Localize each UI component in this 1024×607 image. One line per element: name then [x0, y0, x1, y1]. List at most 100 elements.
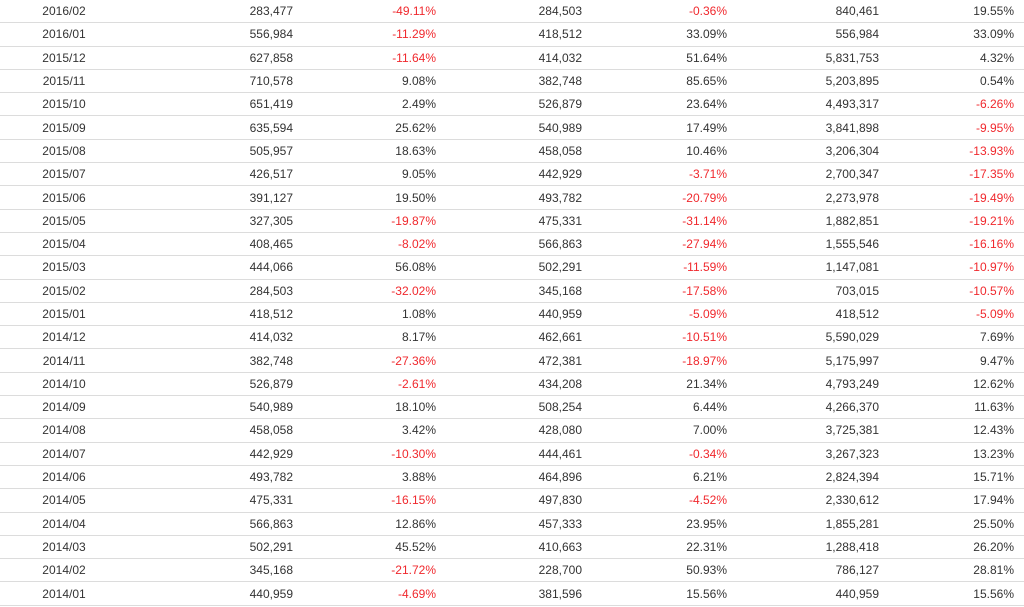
value-b-cell: 540,989 [446, 115, 592, 140]
change-a-cell: 19.50% [303, 185, 446, 210]
cumulative-cell: 1,882,851 [737, 209, 889, 233]
cumulative-change-cell: -5.09% [889, 302, 1024, 327]
change-a-cell: 12.86% [303, 512, 446, 536]
month-cell: 2014/09 [0, 395, 128, 420]
change-a-cell: 56.08% [303, 255, 446, 280]
change-b-cell: 22.31% [592, 535, 737, 560]
month-cell: 2016/01 [0, 22, 128, 47]
cumulative-cell: 3,841,898 [737, 115, 889, 140]
value-a-cell: 493,782 [128, 465, 303, 490]
table-row: 2015/12 627,858 -11.64% 414,032 51.64% 5,831,… [0, 46, 1024, 70]
value-a-cell: 566,863 [128, 512, 303, 536]
value-a-cell: 426,517 [128, 162, 303, 187]
value-b-cell: 472,381 [446, 348, 592, 373]
value-b-cell: 526,879 [446, 92, 592, 117]
cumulative-change-cell: 26.20% [889, 535, 1024, 560]
value-a-cell: 418,512 [128, 302, 303, 327]
value-b-cell: 381,596 [446, 581, 592, 606]
month-cell: 2014/07 [0, 442, 128, 466]
change-a-cell: 18.63% [303, 139, 446, 164]
value-a-cell: 556,984 [128, 22, 303, 47]
change-b-cell: 15.56% [592, 581, 737, 606]
change-a-cell: -4.69% [303, 581, 446, 606]
table-row: 2014/02 345,168 -21.72% 228,700 50.93% 786,12… [0, 558, 1024, 583]
month-cell: 2015/12 [0, 46, 128, 70]
cumulative-change-cell: 17.94% [889, 488, 1024, 513]
table-row: 2016/02 283,477 -49.11% 284,503 -0.36% 840,46… [0, 0, 1024, 24]
value-b-cell: 464,896 [446, 465, 592, 490]
table-row: 2015/08 505,957 18.63% 458,058 10.46% 3,206,3… [0, 139, 1024, 164]
change-a-cell: 1.08% [303, 302, 446, 327]
change-b-cell: 6.21% [592, 465, 737, 490]
cumulative-cell: 3,206,304 [737, 139, 889, 164]
value-b-cell: 462,661 [446, 325, 592, 350]
cumulative-cell: 703,015 [737, 279, 889, 303]
value-b-cell: 434,208 [446, 372, 592, 397]
table-row: 2014/09 540,989 18.10% 508,254 6.44% 4,266,37… [0, 395, 1024, 420]
change-a-cell: -19.87% [303, 209, 446, 233]
cumulative-change-cell: 0.54% [889, 69, 1024, 94]
value-a-cell: 475,331 [128, 488, 303, 513]
month-cell: 2015/08 [0, 139, 128, 164]
cumulative-cell: 2,273,978 [737, 185, 889, 210]
cumulative-change-cell: -10.57% [889, 279, 1024, 303]
cumulative-change-cell: 11.63% [889, 395, 1024, 420]
cumulative-cell: 2,700,347 [737, 162, 889, 187]
value-b-cell: 414,032 [446, 46, 592, 70]
month-cell: 2014/06 [0, 465, 128, 490]
table-row: 2015/06 391,127 19.50% 493,782 -20.79% 2,273,… [0, 185, 1024, 210]
value-a-cell: 284,503 [128, 279, 303, 303]
table-row: 2015/10 651,419 2.49% 526,879 23.64% 4,493,31… [0, 92, 1024, 117]
value-a-cell: 408,465 [128, 232, 303, 257]
month-cell: 2015/09 [0, 115, 128, 140]
change-a-cell: 18.10% [303, 395, 446, 420]
change-a-cell: -27.36% [303, 348, 446, 373]
value-a-cell: 458,058 [128, 418, 303, 443]
change-a-cell: 9.08% [303, 69, 446, 94]
value-b-cell: 284,503 [446, 0, 592, 24]
cumulative-change-cell: -17.35% [889, 162, 1024, 187]
value-b-cell: 457,333 [446, 512, 592, 536]
table-row: 2015/03 444,066 56.08% 502,291 -11.59% 1,147,… [0, 255, 1024, 280]
change-b-cell: 85.65% [592, 69, 737, 94]
value-b-cell: 382,748 [446, 69, 592, 94]
value-a-cell: 651,419 [128, 92, 303, 117]
month-cell: 2015/07 [0, 162, 128, 187]
change-b-cell: -18.97% [592, 348, 737, 373]
table-row: 2015/07 426,517 9.05% 442,929 -3.71% 2,700,34… [0, 162, 1024, 187]
value-b-cell: 497,830 [446, 488, 592, 513]
table-row: 2016/01 556,984 -11.29% 418,512 33.09% 556,98… [0, 22, 1024, 47]
value-a-cell: 391,127 [128, 185, 303, 210]
month-cell: 2015/03 [0, 255, 128, 280]
table-row: 2015/09 635,594 25.62% 540,989 17.49% 3,841,8… [0, 115, 1024, 140]
cumulative-change-cell: -19.21% [889, 209, 1024, 233]
cumulative-cell: 2,330,612 [737, 488, 889, 513]
value-a-cell: 710,578 [128, 69, 303, 94]
cumulative-cell: 440,959 [737, 581, 889, 606]
month-cell: 2014/12 [0, 325, 128, 350]
change-b-cell: -3.71% [592, 162, 737, 187]
change-b-cell: -0.36% [592, 0, 737, 24]
cumulative-cell: 786,127 [737, 558, 889, 583]
value-a-cell: 440,959 [128, 581, 303, 606]
value-b-cell: 502,291 [446, 255, 592, 280]
change-b-cell: -27.94% [592, 232, 737, 257]
table-row: 2014/03 502,291 45.52% 410,663 22.31% 1,288,4… [0, 535, 1024, 560]
cumulative-cell: 2,824,394 [737, 465, 889, 490]
cumulative-cell: 5,831,753 [737, 46, 889, 70]
cumulative-cell: 1,147,081 [737, 255, 889, 280]
change-a-cell: 8.17% [303, 325, 446, 350]
value-b-cell: 428,080 [446, 418, 592, 443]
cumulative-cell: 556,984 [737, 22, 889, 47]
cumulative-cell: 4,793,249 [737, 372, 889, 397]
cumulative-change-cell: 7.69% [889, 325, 1024, 350]
change-a-cell: -49.11% [303, 0, 446, 24]
value-a-cell: 345,168 [128, 558, 303, 583]
value-a-cell: 627,858 [128, 46, 303, 70]
cumulative-cell: 1,555,546 [737, 232, 889, 257]
month-cell: 2014/04 [0, 512, 128, 536]
cumulative-change-cell: 25.50% [889, 512, 1024, 536]
value-a-cell: 382,748 [128, 348, 303, 373]
change-b-cell: -20.79% [592, 185, 737, 210]
